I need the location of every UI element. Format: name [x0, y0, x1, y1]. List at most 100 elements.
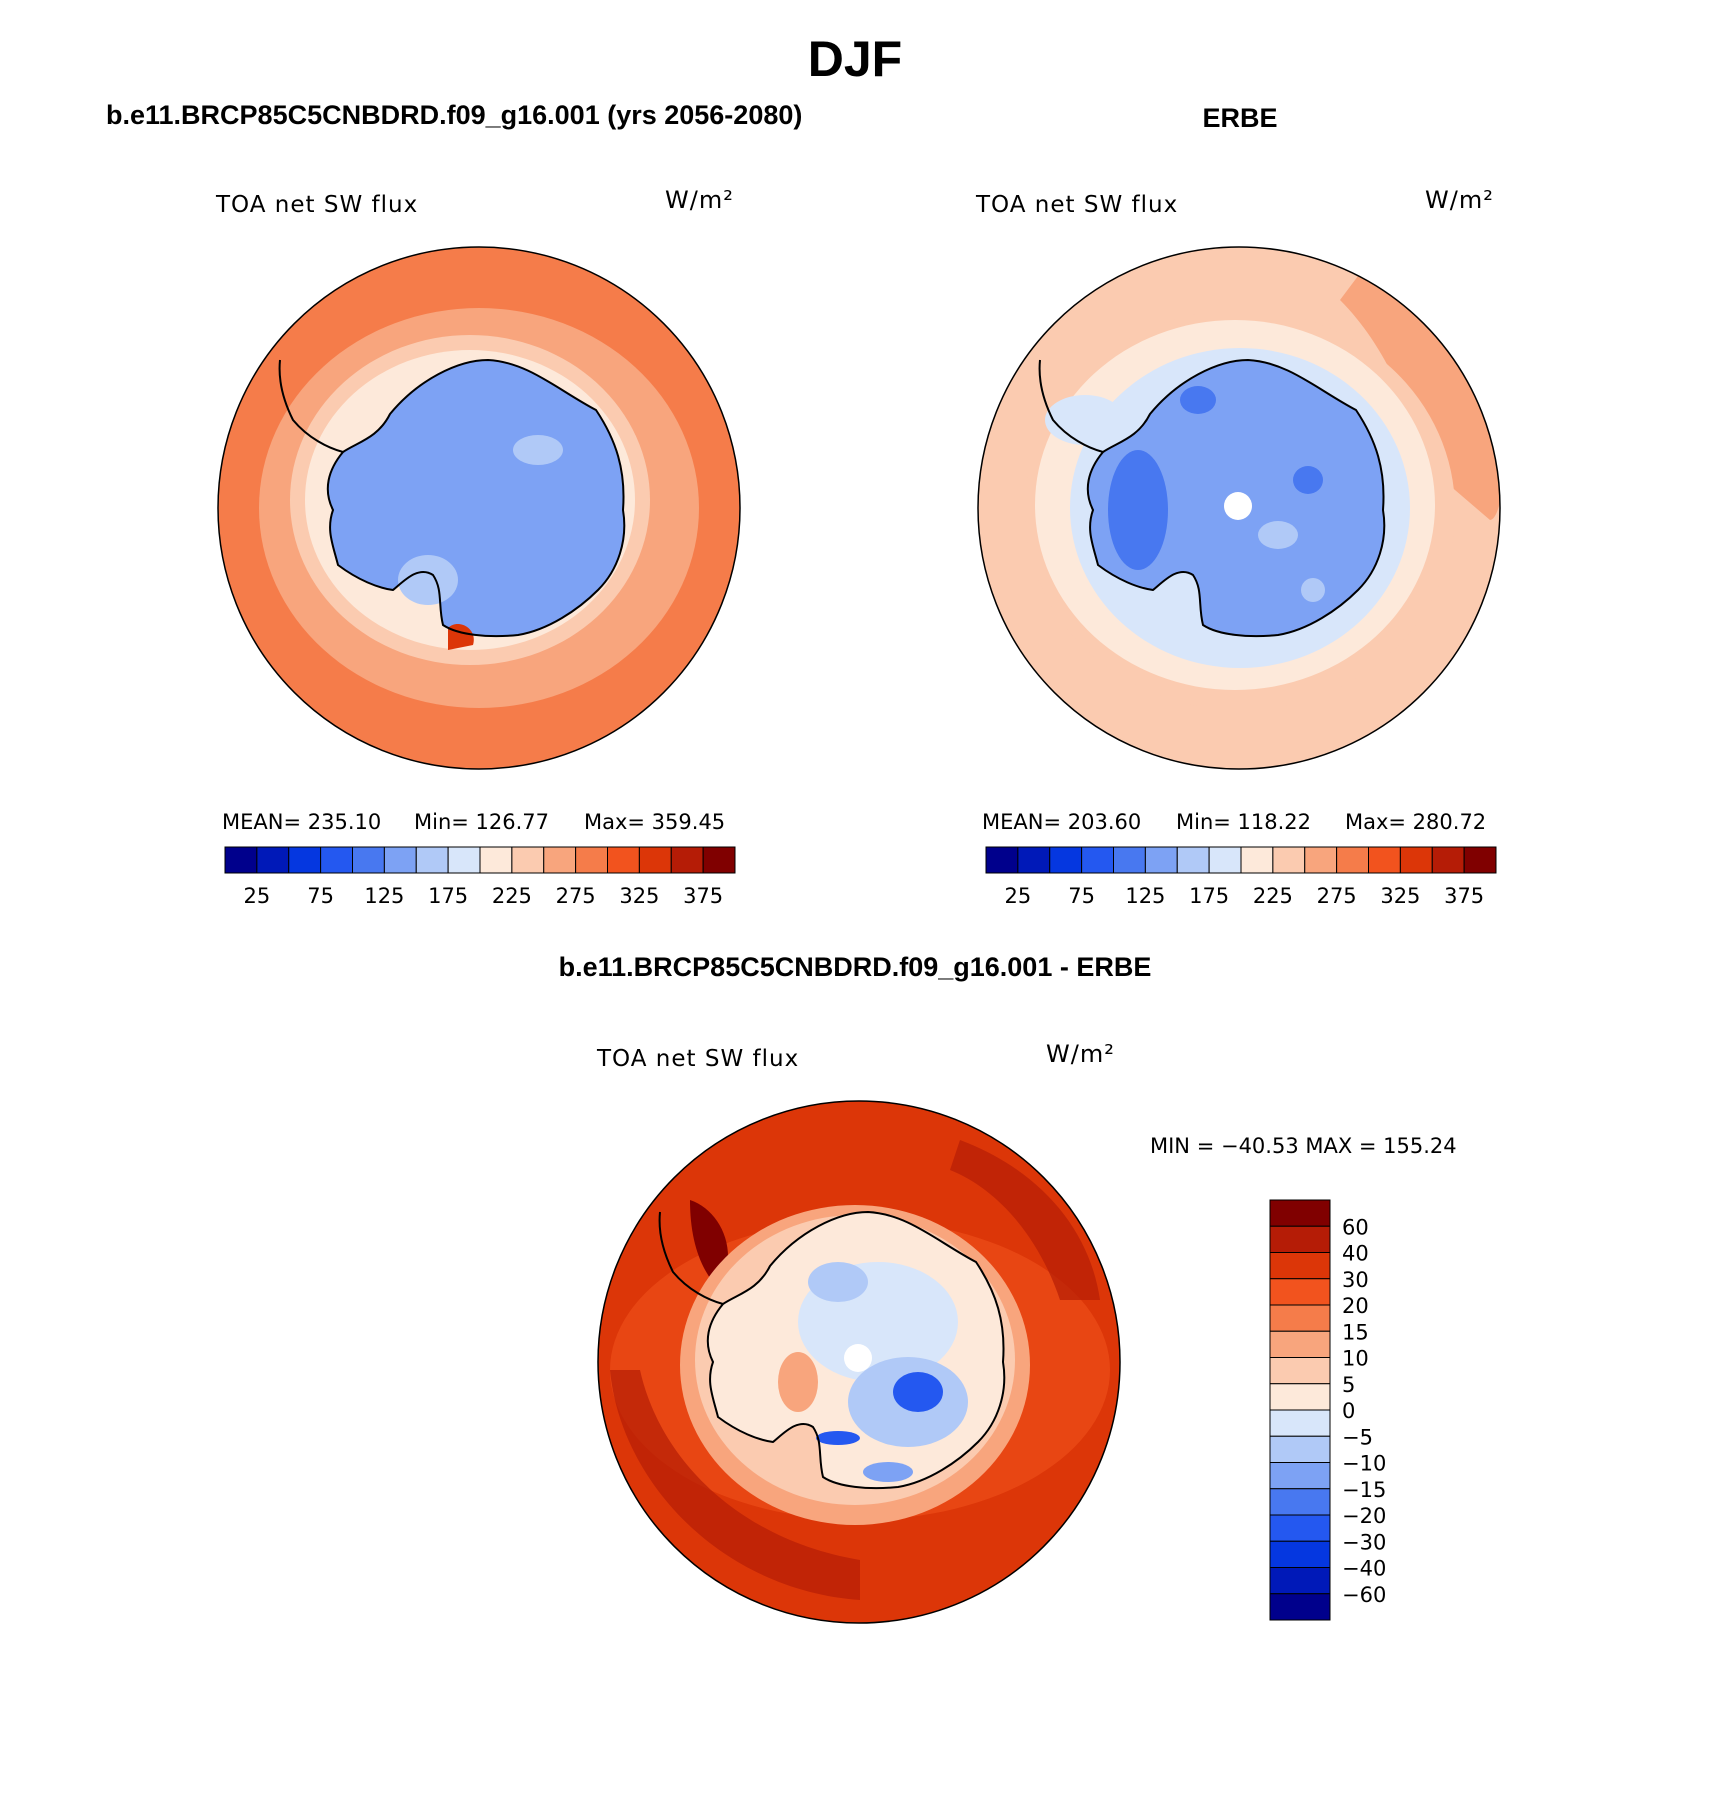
panel-2-max: Max= 280.72 [1345, 810, 1487, 834]
panel-3-colorbar-swatch [1269, 1304, 1331, 1332]
panel-2-colorbar-tick-label: 125 [1125, 884, 1165, 908]
panel-2-units-label: W/m² [1425, 186, 1494, 214]
panel-3-map [597, 1100, 1121, 1624]
panel-3-colorbar-tick-label: 20 [1342, 1294, 1369, 1318]
panel-1-colorbar-swatch [383, 846, 417, 874]
panel-1-mean: MEAN= 235.10 [222, 810, 382, 834]
panel-2-colorbar-swatch [1399, 846, 1433, 874]
panel-1-colorbar-swatch [320, 846, 353, 874]
panel-3-colorbar-tick-label: −10 [1342, 1452, 1386, 1476]
panel-1-colorbar-swatch [415, 846, 449, 874]
panel-2-colorbar-tick-label: 225 [1253, 884, 1293, 908]
panel-2-colorbar-swatch [1431, 846, 1465, 874]
panel-2-title: ERBE [1202, 103, 1278, 133]
panel-2-min: Min= 118.22 [1176, 810, 1312, 834]
panel-1-colorbar-tick-label: 25 [244, 884, 271, 908]
panel-3-minmax: MIN = −40.53 MAX = 155.24 [1150, 1134, 1457, 1158]
panel-1-colorbar-swatch [288, 846, 322, 874]
panel-2-colorbar-tick-label: 375 [1444, 884, 1484, 908]
panel-1-map [217, 246, 741, 770]
panel-1-min: Min= 126.77 [414, 810, 550, 834]
panel-1-colorbar-swatch [638, 846, 672, 874]
panel-3-colorbar-tick-label: 30 [1342, 1268, 1369, 1292]
panel-1-colorbar-tick-label: 275 [556, 884, 596, 908]
panel-2-colorbar-swatch [985, 846, 1019, 874]
panel-1-title: b.e11.BRCP85C5CNBDRD.f09_g16.001 (yrs 20… [106, 100, 803, 130]
panel-1-colorbar: 25 75 125 175 225 275 325 375 [224, 846, 736, 908]
panel-1-colorbar-tick-label: 175 [428, 884, 468, 908]
panel-1-colorbar-tick-label: 125 [364, 884, 404, 908]
panel-2-colorbar-swatch [1463, 846, 1497, 874]
panel-3-colorbar-tick-label: −5 [1342, 1425, 1373, 1449]
panel-1-colorbar-tick-label: 75 [307, 884, 334, 908]
panel-2-colorbar-swatch [1304, 846, 1338, 874]
panel-3-colorbar-tick-label: −40 [1342, 1557, 1386, 1581]
panel-3-colorbar-tick-label: 5 [1342, 1373, 1355, 1397]
panel-3-colorbar-swatch [1269, 1225, 1331, 1253]
panel-1-colorbar-tick-label: 375 [683, 884, 723, 908]
panel-2-colorbar-tick-label: 325 [1380, 884, 1420, 908]
panel-1-colorbar-swatch [670, 846, 704, 874]
panel-2-colorbar-tick-label: 275 [1317, 884, 1357, 908]
panel-2-colorbar-swatch [1081, 846, 1114, 874]
panel-3-colorbar-tick-label: −60 [1342, 1583, 1386, 1607]
panel-3-colorbar-tick-label: 60 [1342, 1215, 1369, 1239]
panel-3-colorbar-tick-label: −20 [1342, 1504, 1386, 1528]
panel-2-colorbar-swatch [1113, 846, 1146, 874]
panel-1-colorbar-tick-label: 325 [619, 884, 659, 908]
panel-1-colorbar-tick-label: 225 [492, 884, 532, 908]
panel-1-colorbar-swatch [575, 846, 608, 874]
panel-2-colorbar-swatch [1208, 846, 1242, 874]
panel-3-colorbar-tick-label: −30 [1342, 1530, 1386, 1554]
panel-3-colorbar-swatch [1269, 1357, 1331, 1385]
panel-1-colorbar-swatch [511, 846, 545, 874]
panel-2-colorbar-swatch [1176, 846, 1210, 874]
panel-1-units-label: W/m² [665, 186, 734, 214]
panel-2-colorbar-swatch [1017, 846, 1051, 874]
panel-3-colorbar-tick-label: −15 [1342, 1478, 1386, 1502]
panel-1-colorbar-swatch [447, 846, 481, 874]
panel-3-title: b.e11.BRCP85C5CNBDRD.f09_g16.001 - ERBE [558, 952, 1152, 982]
panel-1-colorbar-swatch [702, 846, 736, 874]
panel-3-colorbar-swatch [1269, 1462, 1331, 1490]
panel-3-colorbar-tick-label: 15 [1342, 1320, 1369, 1344]
panel-1-colorbar-swatch [543, 846, 577, 874]
panel-3-colorbar-swatch [1269, 1435, 1331, 1463]
panel-1-colorbar-swatch [479, 846, 513, 874]
panel-3-colorbar-swatch [1269, 1540, 1331, 1568]
panel-1-max: Max= 359.45 [584, 810, 726, 834]
panel-3-colorbar-swatch [1269, 1199, 1331, 1227]
figure-title: DJF [807, 31, 903, 87]
panel-2-colorbar-swatch [1144, 846, 1178, 874]
panel-3-colorbar-swatch [1269, 1383, 1331, 1411]
panel-3-colorbar-swatch [1269, 1593, 1331, 1621]
panel-3-variable-label: TOA net SW flux [597, 1046, 800, 1072]
panel-2-colorbar: 25 75 125 175 225 275 325 375 [985, 846, 1497, 908]
panel-1-colorbar-swatch [224, 846, 258, 874]
panel-3-colorbar-swatch [1269, 1278, 1331, 1306]
panel-2-colorbar-swatch [1368, 846, 1401, 874]
panel-3-colorbar-swatch [1269, 1514, 1331, 1542]
panel-3-colorbar-tick-label: 0 [1342, 1399, 1355, 1423]
panel-2-colorbar-swatch [1240, 846, 1274, 874]
panel-1-variable-label: TOA net SW flux [216, 192, 419, 218]
panel-2-colorbar-swatch [1272, 846, 1306, 874]
panel-3-colorbar-tick-label: 10 [1342, 1347, 1369, 1371]
panel-2-colorbar-tick-label: 75 [1068, 884, 1095, 908]
panel-2-map [977, 246, 1501, 770]
panel-3-colorbar-swatch [1269, 1409, 1331, 1437]
panel-2-colorbar-swatch [1049, 846, 1083, 874]
panel-3-colorbar-swatch [1269, 1252, 1331, 1280]
panel-2-colorbar-swatch [1336, 846, 1369, 874]
panel-1-colorbar-swatch [352, 846, 385, 874]
panel-3-colorbar-swatch [1269, 1567, 1331, 1595]
panel-1-colorbar-swatch [256, 846, 290, 874]
panel-3-colorbar-tick-label: 40 [1342, 1242, 1369, 1266]
panel-3-units-label: W/m² [1046, 1040, 1115, 1068]
panel-3-colorbar-swatch [1269, 1488, 1331, 1516]
panel-2-colorbar-tick-label: 175 [1189, 884, 1229, 908]
panel-2-variable-label: TOA net SW flux [976, 192, 1179, 218]
panel-3-colorbar-swatch [1269, 1330, 1331, 1358]
